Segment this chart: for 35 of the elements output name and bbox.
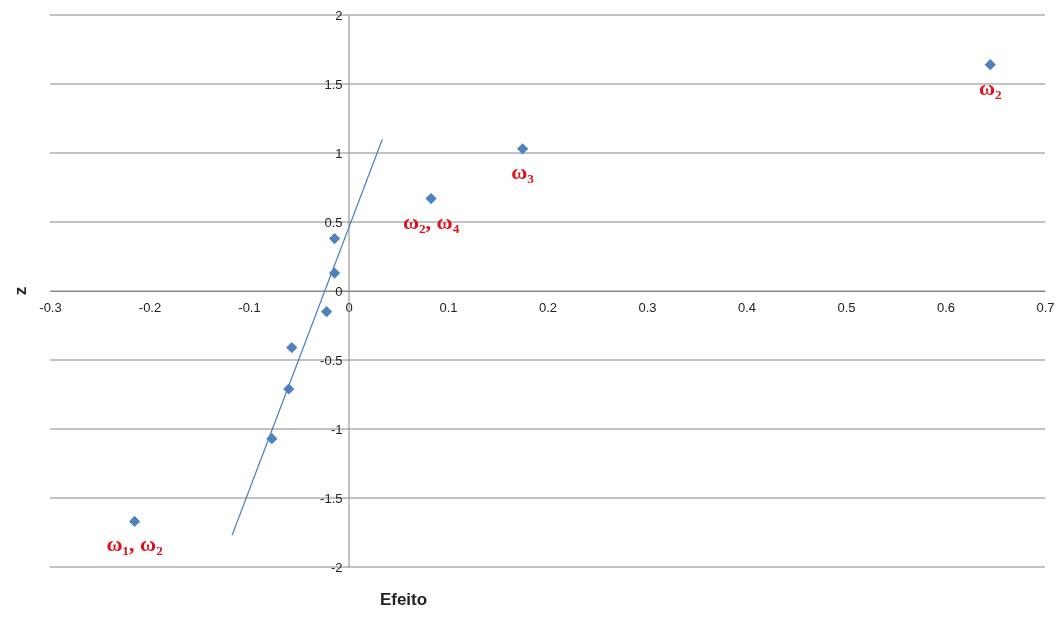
annotation: ω₂, ω₄ <box>402 208 460 234</box>
y-tick-label: -2 <box>330 559 343 575</box>
x-tick-label: 0.4 <box>737 300 757 316</box>
point <box>328 267 341 279</box>
point <box>266 433 278 445</box>
x-tick-label: 0.7 <box>1036 300 1055 316</box>
y-tick-label: -1 <box>330 421 343 437</box>
x-tick-label: 0.2 <box>538 300 558 316</box>
y-tick-label: -1.5 <box>320 490 343 506</box>
y-tick-label: 0.5 <box>324 214 343 230</box>
annotation: ω₃ <box>511 158 535 184</box>
y-tick-label: -0.5 <box>320 352 343 368</box>
point <box>128 515 141 528</box>
y-axis-title: z <box>11 286 30 296</box>
x-tick-label: -0.2 <box>138 300 162 316</box>
y-tick-label: 0 <box>335 283 343 299</box>
x-tick-label: -0.3 <box>39 300 62 316</box>
annotation: ω₂ <box>978 74 1003 100</box>
point <box>425 192 437 205</box>
x-tick-label: -0.1 <box>238 300 261 316</box>
point <box>321 306 333 318</box>
x-tick-label: 0 <box>345 300 353 316</box>
annotation: ω₁, ω₂ <box>106 531 164 557</box>
point <box>286 341 298 354</box>
y-tick-label: 1 <box>335 145 343 161</box>
x-tick-label: 0.3 <box>638 300 657 316</box>
x-tick-label: 0.6 <box>936 300 956 316</box>
point <box>517 143 529 155</box>
y-tick-label: 2 <box>335 7 343 23</box>
x-axis-title: Efeito <box>379 590 428 609</box>
point <box>984 59 996 71</box>
x-tick-label: 0.1 <box>439 300 458 316</box>
y-tick-label: 1.5 <box>324 76 343 92</box>
point <box>328 232 341 245</box>
x-tick-label: 0.5 <box>837 300 856 316</box>
